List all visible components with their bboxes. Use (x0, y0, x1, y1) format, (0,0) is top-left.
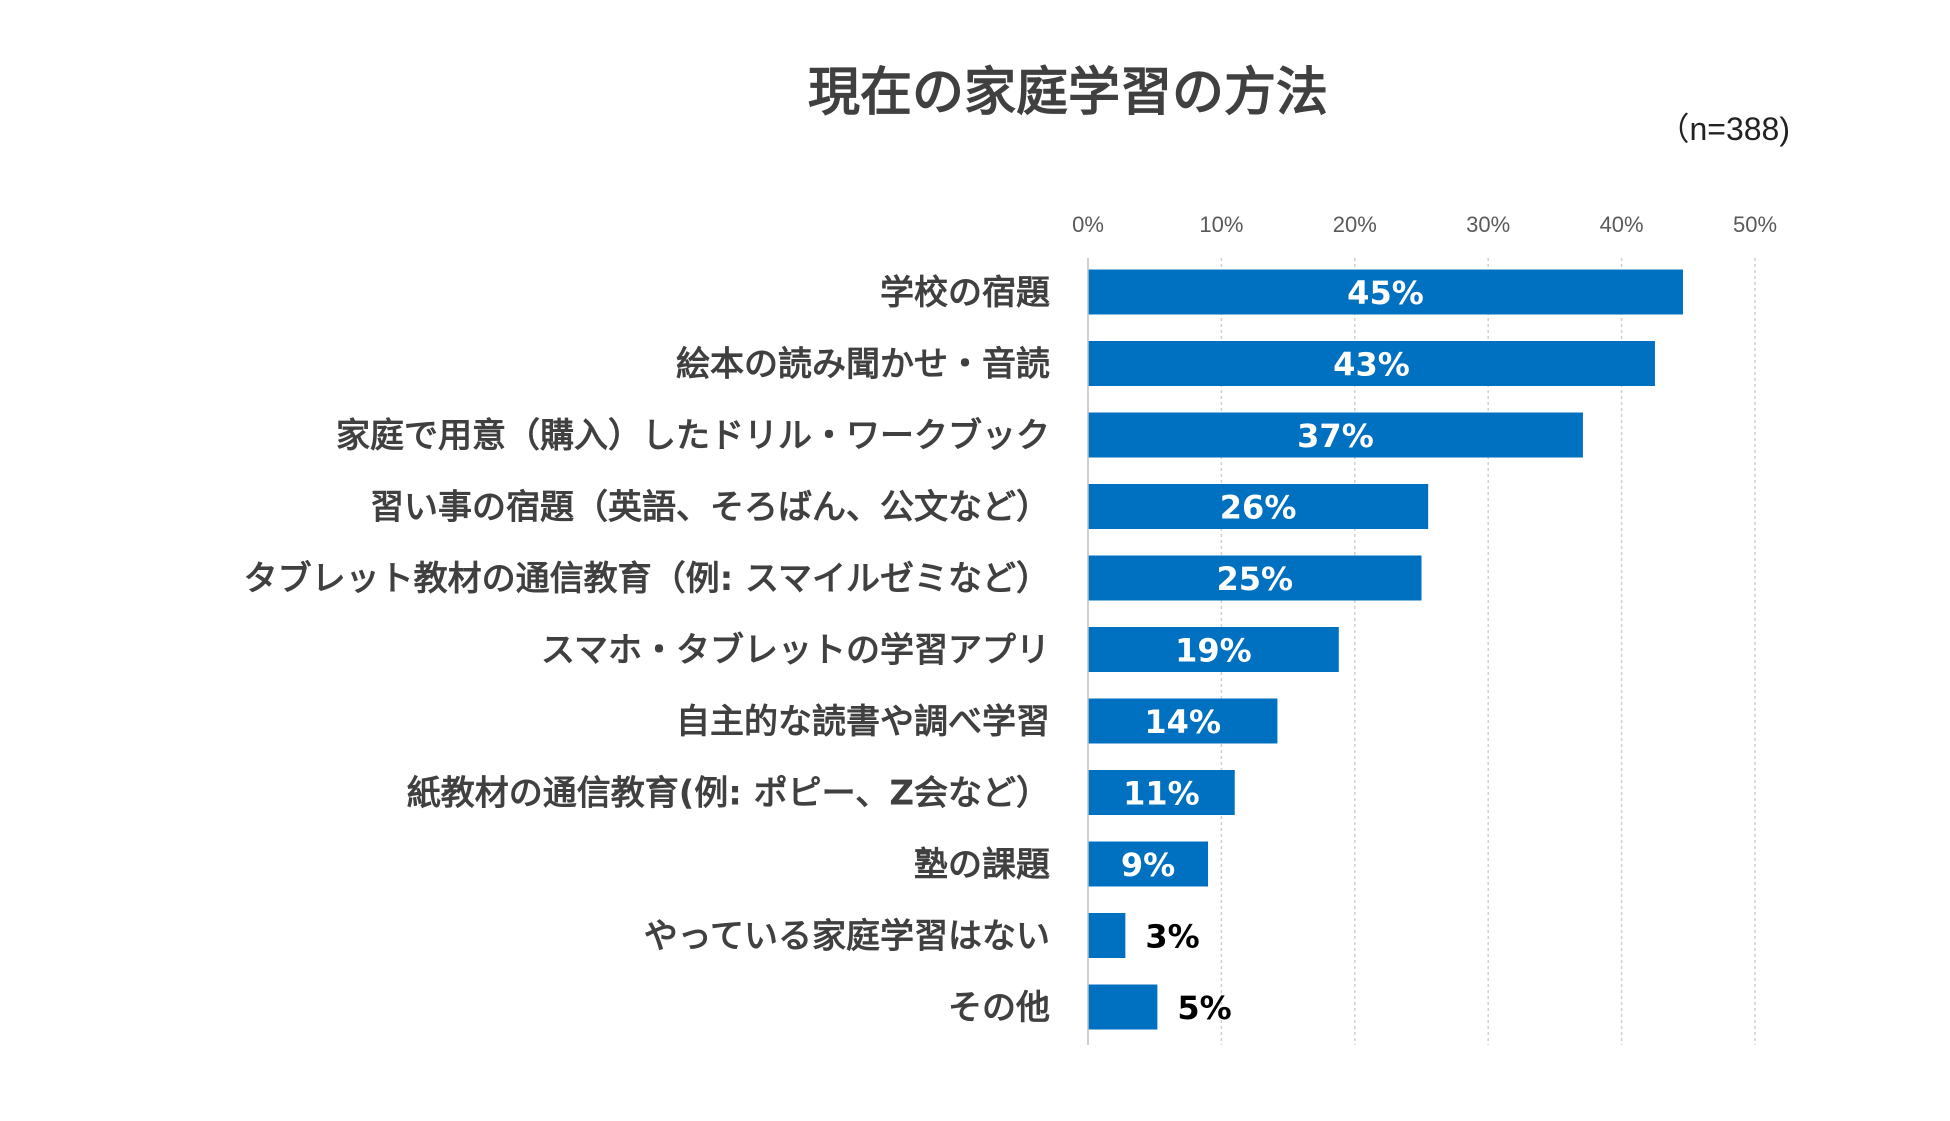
x-tick-label: 0% (1072, 212, 1104, 237)
category-label: スマホ・タブレットの学習アプリ (541, 631, 1050, 671)
category-label: 絵本の読み聞かせ・音読 (676, 345, 1050, 385)
bars (1088, 269, 1683, 1030)
category-label: タブレット教材の通信教育（例: スマイルゼミなど） (244, 559, 1050, 599)
value-label: 26% (1220, 489, 1297, 527)
category-label: 習い事の宿題（英語、そろばん、公文など） (370, 488, 1050, 528)
bar (1088, 841, 1209, 887)
bar (1088, 412, 1583, 458)
value-label: 9% (1121, 846, 1175, 884)
x-tick-label: 30% (1466, 212, 1510, 237)
category-label: 紙教材の通信教育(例: ポピー、Z会など） (407, 774, 1050, 814)
value-labels: 45% 43% 37%26% 25% 19% 14% 11% 9% 3% 5% (1121, 274, 1424, 1027)
value-label: 5% (1177, 989, 1231, 1027)
chart-title: 現在の家庭学習の方法 (808, 63, 1328, 123)
category-label: 自主的な読書や調べ学習 (676, 702, 1050, 742)
value-label: 11% (1123, 775, 1200, 813)
category-label: 学校の宿題 (880, 273, 1050, 313)
bar (1088, 555, 1422, 601)
value-label: 19% (1175, 632, 1252, 670)
value-label: 43% (1333, 346, 1410, 384)
bar (1088, 269, 1683, 315)
value-label: 45% (1347, 274, 1424, 312)
bar (1088, 484, 1429, 529)
sample-size-note: （n=388) (1657, 111, 1790, 147)
value-label: 37% (1297, 417, 1374, 455)
x-tick-label: 10% (1199, 212, 1243, 237)
x-tick-label: 50% (1733, 212, 1777, 237)
value-label: 25% (1216, 560, 1293, 598)
bar (1088, 770, 1235, 815)
bar (1088, 341, 1655, 386)
x-tick-label: 20% (1333, 212, 1377, 237)
bar (1088, 698, 1278, 744)
category-label: 家庭で用意（購入）したドリル・ワークブック (336, 416, 1050, 456)
bar (1088, 984, 1158, 1030)
category-label: その他 (948, 988, 1050, 1028)
value-label: 14% (1144, 703, 1221, 741)
category-label: やっている家庭学習はない (644, 917, 1050, 957)
value-label: 3% (1145, 918, 1199, 956)
category-labels: 学校の宿題絵本の読み聞かせ・音読家庭で用意（購入）したドリル・ワークブック習い事… (244, 273, 1050, 1028)
category-label: 塾の課題 (914, 845, 1050, 885)
gridlines (1220, 258, 1756, 1045)
bar (1088, 627, 1339, 672)
x-axis-ticks: 0% 10% 20% 30% 40% 50% (1072, 212, 1777, 237)
x-tick-label: 40% (1600, 212, 1644, 237)
bar (1088, 913, 1126, 958)
